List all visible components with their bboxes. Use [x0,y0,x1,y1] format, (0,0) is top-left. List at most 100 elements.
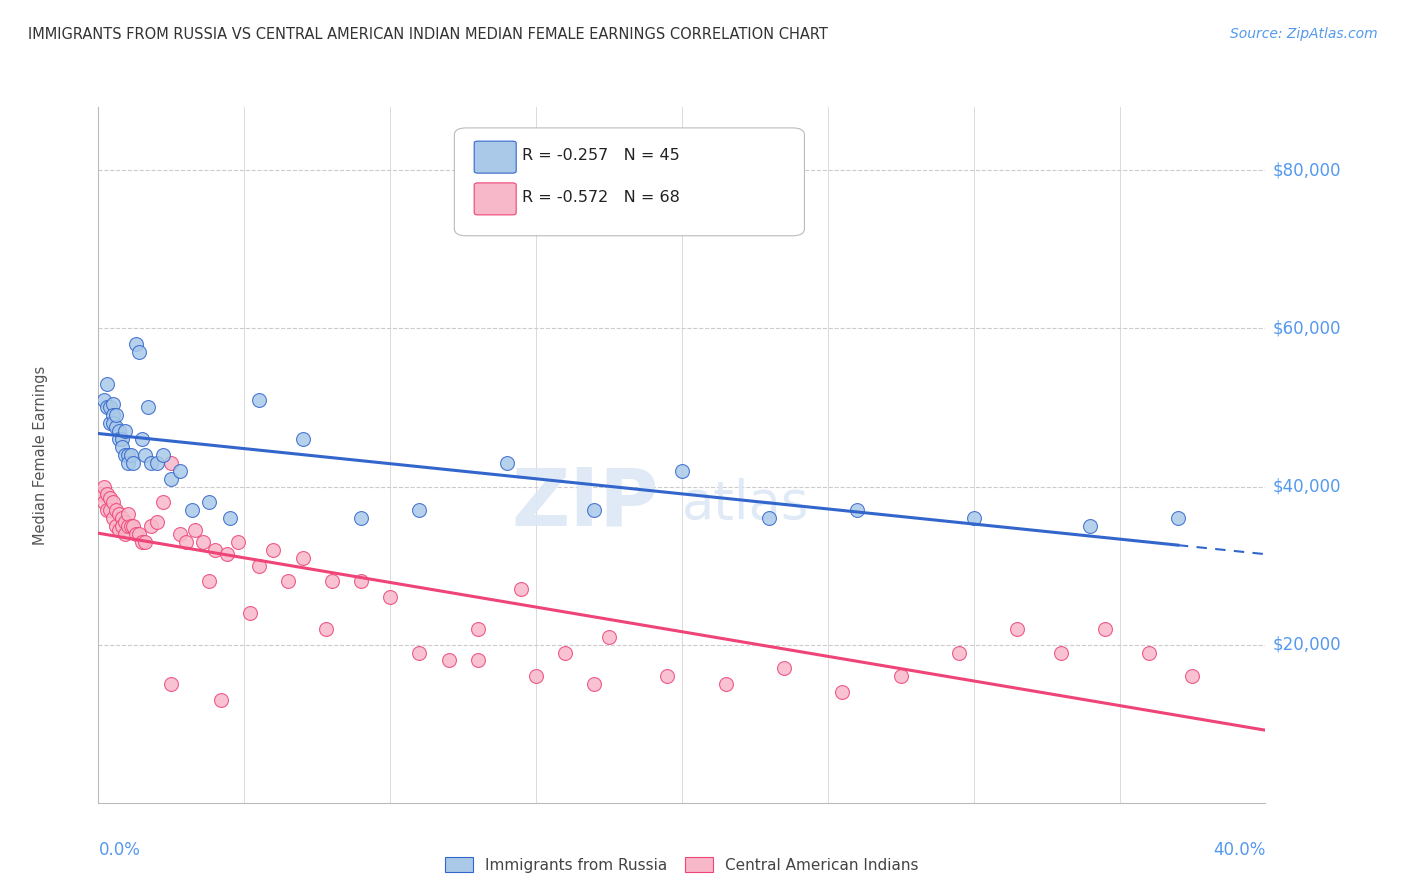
Point [131,432,153,446]
Point [1137,646,1160,660]
Point [198,574,221,589]
Point [117,507,139,521]
Text: R = -0.572   N = 68: R = -0.572 N = 68 [522,190,681,205]
Point [160,456,183,470]
Text: IMMIGRANTS FROM RUSSIA VS CENTRAL AMERICAN INDIAN MEDIAN FEMALE EARNINGS CORRELA: IMMIGRANTS FROM RUSSIA VS CENTRAL AMERIC… [28,27,828,42]
Point [98,417,121,431]
Point [408,646,430,660]
Point [598,630,620,644]
Point [583,503,606,517]
Point [93,479,115,493]
Point [180,503,202,517]
Point [510,582,533,597]
Point [890,669,912,683]
Point [218,511,240,525]
Point [104,519,127,533]
Point [408,503,430,517]
Point [101,495,124,509]
Point [93,495,115,509]
Point [524,669,547,683]
Point [125,527,148,541]
Point [114,527,136,541]
Point [125,337,148,351]
Point [467,622,489,636]
Point [114,448,136,462]
Point [90,487,112,501]
Point [209,693,232,707]
Point [239,606,262,620]
Point [1181,669,1204,683]
Point [96,401,118,415]
Point [169,527,191,541]
Point [114,515,136,529]
Point [315,622,337,636]
Point [122,456,145,470]
Point [108,507,131,521]
Point [350,511,373,525]
Point [108,523,131,537]
FancyBboxPatch shape [474,183,516,215]
Point [101,409,124,423]
Point [134,535,156,549]
Point [262,542,284,557]
Point [437,653,460,667]
Point [554,646,576,660]
Point [139,519,162,533]
Text: atlas: atlas [682,477,810,530]
Point [114,424,136,438]
Point [122,519,145,533]
Point [714,677,737,691]
Text: R = -0.257   N = 45: R = -0.257 N = 45 [522,148,679,163]
Point [160,677,183,691]
Point [773,661,796,675]
Point [291,550,314,565]
Point [96,487,118,501]
Point [1007,622,1029,636]
Point [120,519,142,533]
Point [152,495,174,509]
Point [117,456,139,470]
Point [277,574,299,589]
Point [948,646,970,660]
Text: 40.0%: 40.0% [1213,841,1265,859]
Text: $60,000: $60,000 [1272,319,1341,337]
Point [111,440,134,454]
Point [146,456,169,470]
Text: Median Female Earnings: Median Female Earnings [32,366,48,544]
Point [247,558,270,573]
Point [136,401,159,415]
Point [962,511,984,525]
Point [204,542,226,557]
Point [1167,511,1189,525]
Point [198,495,221,509]
Point [152,448,174,462]
Point [98,503,121,517]
Point [758,511,780,525]
Text: $80,000: $80,000 [1272,161,1341,179]
Text: Source: ZipAtlas.com: Source: ZipAtlas.com [1230,27,1378,41]
Point [139,456,162,470]
Point [228,535,250,549]
Point [215,547,238,561]
Point [657,669,679,683]
Point [321,574,343,589]
Point [101,396,124,410]
Point [583,677,606,691]
Point [146,515,169,529]
Point [291,432,314,446]
Point [108,432,131,446]
Point [378,591,402,605]
Point [98,401,121,415]
Point [128,527,150,541]
Point [1094,622,1116,636]
Point [111,432,134,446]
FancyBboxPatch shape [474,141,516,173]
Point [108,424,131,438]
Point [495,456,517,470]
FancyBboxPatch shape [454,128,804,235]
Text: ZIP: ZIP [512,465,658,542]
Point [93,392,115,407]
Point [111,519,134,533]
Point [174,535,197,549]
Point [128,345,150,359]
